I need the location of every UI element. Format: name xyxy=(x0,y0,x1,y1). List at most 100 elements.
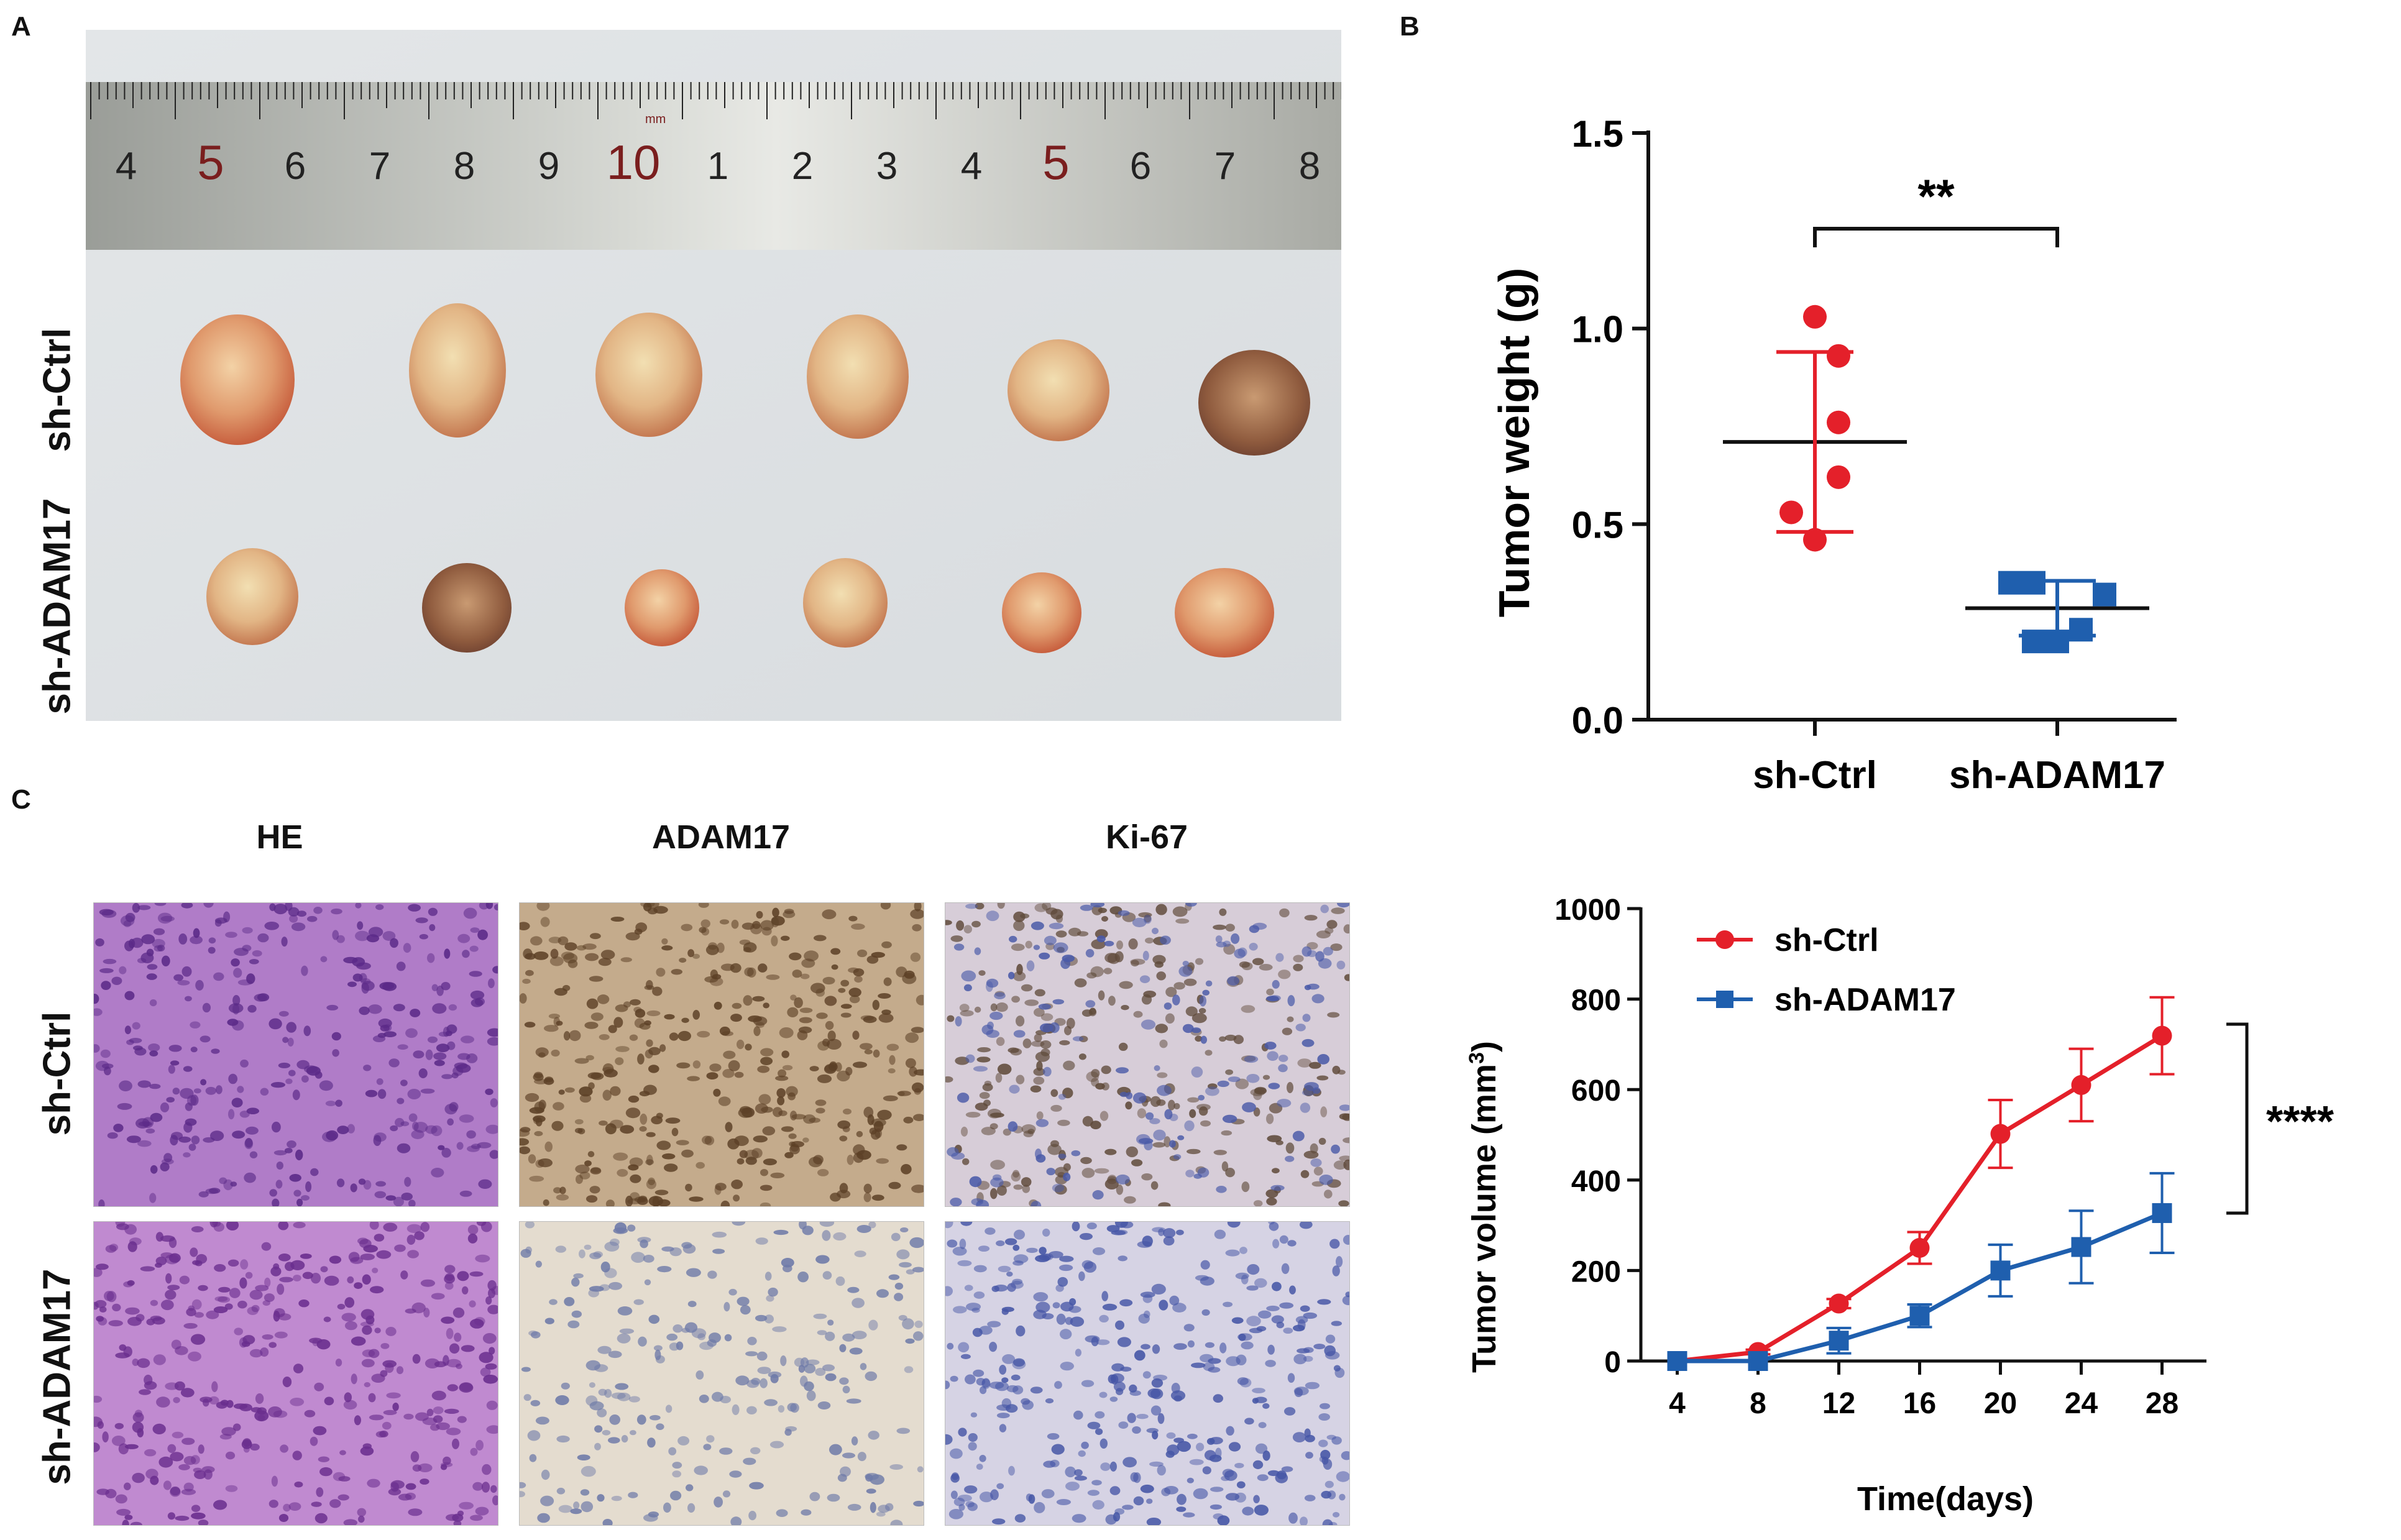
nucleus xyxy=(1016,1015,1025,1027)
nucleus xyxy=(1343,1137,1349,1144)
nucleus xyxy=(249,1151,258,1158)
micrograph-adam17-sh-ctrl xyxy=(519,902,924,1207)
nucleus xyxy=(911,1185,924,1193)
nucleus xyxy=(825,1020,834,1030)
nucleus xyxy=(909,1237,924,1249)
nucleus xyxy=(1305,1434,1315,1442)
nucleus xyxy=(976,1464,983,1470)
nucleus xyxy=(410,1451,420,1462)
nucleus xyxy=(613,1152,628,1161)
volume-x-ticks: 4 8 12 16 20 24 28 xyxy=(1669,1361,2178,1420)
nucleus xyxy=(368,1004,382,1014)
ruler xyxy=(86,82,1341,250)
nucleus xyxy=(839,1344,847,1352)
nucleus xyxy=(556,1435,570,1443)
nucleus xyxy=(971,1308,980,1313)
nucleus xyxy=(194,1312,204,1318)
nucleus xyxy=(492,1495,498,1506)
nucleus xyxy=(284,1148,293,1153)
nucleus xyxy=(994,1285,1008,1292)
nucleus xyxy=(814,935,827,942)
nucleus xyxy=(914,903,922,912)
nucleus xyxy=(1318,958,1332,969)
nucleus xyxy=(646,1155,653,1166)
nucleus xyxy=(359,1006,370,1015)
nucleus xyxy=(1095,1428,1103,1435)
nucleus xyxy=(912,924,922,932)
nucleus xyxy=(213,1222,224,1232)
nucleus xyxy=(101,1063,114,1069)
nucleus xyxy=(1080,1233,1093,1240)
nucleus xyxy=(1189,1109,1196,1118)
nucleus xyxy=(979,1092,990,1099)
nucleus xyxy=(1329,1239,1340,1249)
nucleus xyxy=(1324,1345,1336,1357)
nucleus xyxy=(1185,903,1197,907)
nucleus xyxy=(273,1263,280,1270)
nucleus xyxy=(137,1358,150,1368)
nucleus xyxy=(590,933,601,940)
nucleus xyxy=(375,1181,386,1187)
nucleus xyxy=(181,966,192,977)
nucleus xyxy=(118,1443,129,1455)
nucleus xyxy=(1074,1469,1083,1477)
nucleus xyxy=(418,1463,433,1472)
nucleus xyxy=(822,1038,830,1047)
nucleus xyxy=(1030,1085,1042,1093)
nucleus xyxy=(605,1123,617,1135)
nucleus xyxy=(1095,1083,1105,1090)
nucleus xyxy=(441,1148,451,1158)
nucleus xyxy=(293,1189,301,1197)
nucleus xyxy=(1147,1388,1161,1398)
nucleus xyxy=(520,1249,531,1258)
nucleus xyxy=(1252,922,1267,930)
nucleus xyxy=(698,903,709,908)
nucleus xyxy=(408,1199,416,1206)
legend-label-ctrl: sh-Ctrl xyxy=(1774,922,1879,958)
nucleus xyxy=(668,1447,677,1455)
nucleus xyxy=(752,996,765,1002)
nucleus xyxy=(194,1470,206,1479)
nucleus xyxy=(679,958,687,963)
nucleus xyxy=(957,1260,972,1267)
nucleus xyxy=(1063,1060,1075,1071)
nucleus xyxy=(150,1112,163,1122)
nucleus xyxy=(1012,1244,1020,1251)
data-point xyxy=(2069,618,2093,642)
nucleus xyxy=(470,1319,484,1329)
nucleus xyxy=(647,1437,656,1448)
nucleus xyxy=(965,1374,976,1385)
column-head-adam17: ADAM17 xyxy=(651,818,791,856)
nucleus xyxy=(1060,1329,1072,1340)
data-point xyxy=(2152,1203,2172,1223)
nucleus xyxy=(1092,1190,1104,1200)
nucleus xyxy=(1285,1142,1295,1154)
nucleus xyxy=(773,1229,789,1235)
nucleus xyxy=(871,1118,886,1127)
nucleus xyxy=(286,1022,297,1033)
nucleus xyxy=(1099,1391,1108,1398)
nucleus xyxy=(487,1304,498,1314)
nucleus xyxy=(638,1336,647,1347)
nucleus xyxy=(905,1338,915,1344)
nucleus xyxy=(987,1321,1001,1327)
nucleus xyxy=(303,1025,311,1037)
nucleus xyxy=(971,920,981,928)
nucleus xyxy=(414,1231,425,1240)
nucleus xyxy=(166,1097,175,1103)
nucleus xyxy=(652,1196,659,1206)
nucleus xyxy=(1033,945,1040,950)
cell-nuclei xyxy=(94,903,498,1206)
nucleus xyxy=(1039,952,1050,960)
nucleus xyxy=(361,981,375,991)
nucleus xyxy=(625,1107,641,1119)
nucleus xyxy=(536,903,550,911)
nucleus xyxy=(1214,1229,1226,1239)
nucleus xyxy=(555,1245,566,1253)
nucleus xyxy=(1222,1114,1237,1123)
ruler-number: 9 xyxy=(538,145,559,188)
data-point xyxy=(1829,1331,1849,1351)
nucleus xyxy=(1042,1228,1050,1237)
nucleus xyxy=(1038,1004,1051,1010)
nucleus xyxy=(947,1015,955,1022)
